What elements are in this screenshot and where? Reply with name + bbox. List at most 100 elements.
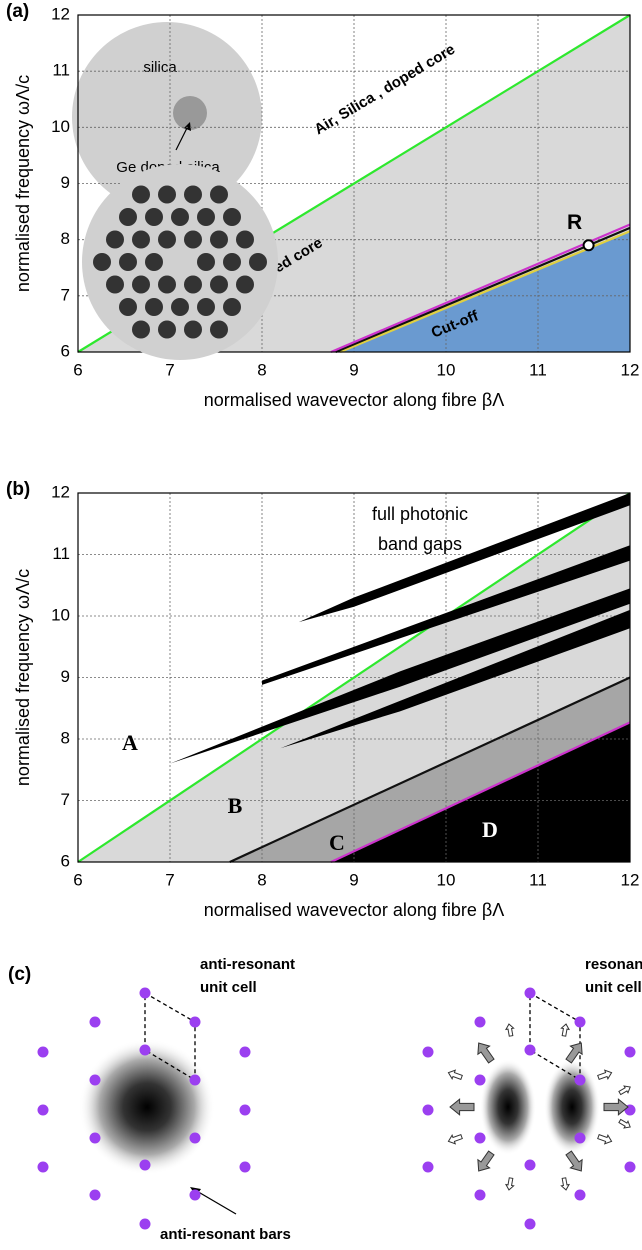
x-tick-label: 8	[257, 870, 266, 889]
band-gap	[170, 588, 630, 764]
x-axis-label: normalised wavevector along fibre βΛ	[204, 900, 505, 920]
bar	[574, 1132, 586, 1144]
x-tick-label: 9	[349, 870, 358, 889]
x-tick-label: 10	[437, 360, 456, 379]
x-axis-label: normalised wavevector along fibre βΛ	[204, 390, 505, 410]
flux-arrow	[597, 1133, 613, 1145]
bar	[89, 1189, 101, 1201]
bar	[139, 1218, 151, 1230]
bar	[189, 1016, 201, 1028]
inset-hole	[171, 298, 189, 316]
y-axis-label: normalised frequency ωΛ/c	[13, 569, 33, 786]
inset-hole	[132, 230, 150, 249]
y-tick-label: 8	[61, 728, 70, 747]
bar	[37, 1161, 49, 1173]
x-tick-label: 9	[349, 360, 358, 379]
bars-label: anti-resonant bars	[160, 1226, 291, 1243]
region-label: C	[329, 830, 345, 855]
inset-hole	[145, 298, 163, 316]
flux-arrow	[505, 1177, 515, 1191]
inset-hole	[158, 320, 176, 339]
y-tick-label: 9	[61, 667, 70, 686]
plot-frame	[77, 14, 631, 353]
y-axis-label: normalised frequency ωΛ/c	[13, 75, 33, 292]
flux-arrow	[505, 1023, 515, 1037]
panel-label: (c)	[8, 964, 31, 985]
bar	[624, 1161, 636, 1173]
flux-arrow	[565, 1042, 583, 1064]
bar	[574, 1016, 586, 1028]
bar	[139, 1044, 151, 1056]
y-tick-label: 7	[61, 285, 70, 304]
x-tick-label: 12	[621, 870, 640, 889]
mode-lobe	[480, 1059, 536, 1155]
inset-hole	[197, 253, 215, 271]
point-label: R	[567, 211, 582, 234]
inset-hole	[223, 208, 241, 226]
bar	[422, 1161, 434, 1173]
flux-arrow	[477, 1042, 495, 1064]
x-tick-label: 7	[165, 870, 174, 889]
series-line	[330, 721, 631, 863]
bar	[37, 1104, 49, 1116]
inset-hole	[210, 275, 228, 294]
flux-arrow	[565, 1150, 583, 1172]
inset-label: silica	[143, 59, 177, 76]
series-line	[330, 223, 631, 354]
series-line	[229, 676, 631, 863]
x-tick-label: 10	[437, 870, 456, 889]
bar	[474, 1189, 486, 1201]
flux-arrow	[597, 1069, 613, 1081]
y-tick-label: 11	[52, 544, 70, 563]
bar	[624, 1046, 636, 1058]
y-tick-label: 11	[52, 61, 70, 80]
bar	[89, 1074, 101, 1086]
y-tick-label: 10	[51, 605, 70, 624]
inset-hole	[119, 208, 137, 226]
bar	[524, 987, 536, 999]
y-tick-label: 6	[61, 851, 70, 870]
inset-hole	[106, 275, 124, 294]
bar	[574, 1189, 586, 1201]
inset-hole	[197, 208, 215, 226]
cell-label: resonant	[585, 956, 642, 973]
cell-label: anti-resonant	[200, 956, 295, 973]
bar	[524, 1044, 536, 1056]
bar	[524, 1218, 536, 1230]
series-line	[77, 492, 631, 863]
inset-hole	[210, 230, 228, 249]
region-label: D	[482, 817, 498, 842]
inset-hole	[249, 253, 267, 271]
x-tick-label: 11	[529, 360, 547, 379]
y-tick-label: 7	[61, 790, 70, 809]
bar	[239, 1161, 251, 1173]
panel-label: (a)	[6, 1, 29, 22]
mode-field	[79, 1039, 215, 1175]
inset-hole	[184, 230, 202, 249]
pointer	[194, 1189, 237, 1215]
flux-arrow	[560, 1177, 570, 1191]
bar	[422, 1046, 434, 1058]
inset-fibre	[82, 164, 278, 360]
inset-hole	[158, 185, 176, 204]
inset-arrow-head	[184, 122, 191, 131]
flux-arrow	[560, 1023, 570, 1037]
x-tick-label: 6	[73, 360, 82, 379]
series-line	[335, 226, 631, 354]
inset-hole	[119, 253, 137, 271]
inset-hole	[236, 275, 254, 294]
series-line	[339, 230, 631, 354]
x-tick-label: 8	[257, 360, 266, 379]
annotation: band gaps	[378, 534, 462, 554]
bar	[474, 1074, 486, 1086]
cell-label: unit cell	[585, 979, 642, 996]
bar	[189, 1074, 201, 1086]
inset-hole	[184, 275, 202, 294]
inset-hole	[197, 298, 215, 316]
point	[582, 239, 595, 252]
y-tick-label: 12	[51, 4, 70, 23]
bar	[422, 1104, 434, 1116]
panel-label: (b)	[6, 479, 30, 500]
inset-hole	[93, 253, 111, 271]
y-tick-label: 8	[61, 229, 70, 248]
